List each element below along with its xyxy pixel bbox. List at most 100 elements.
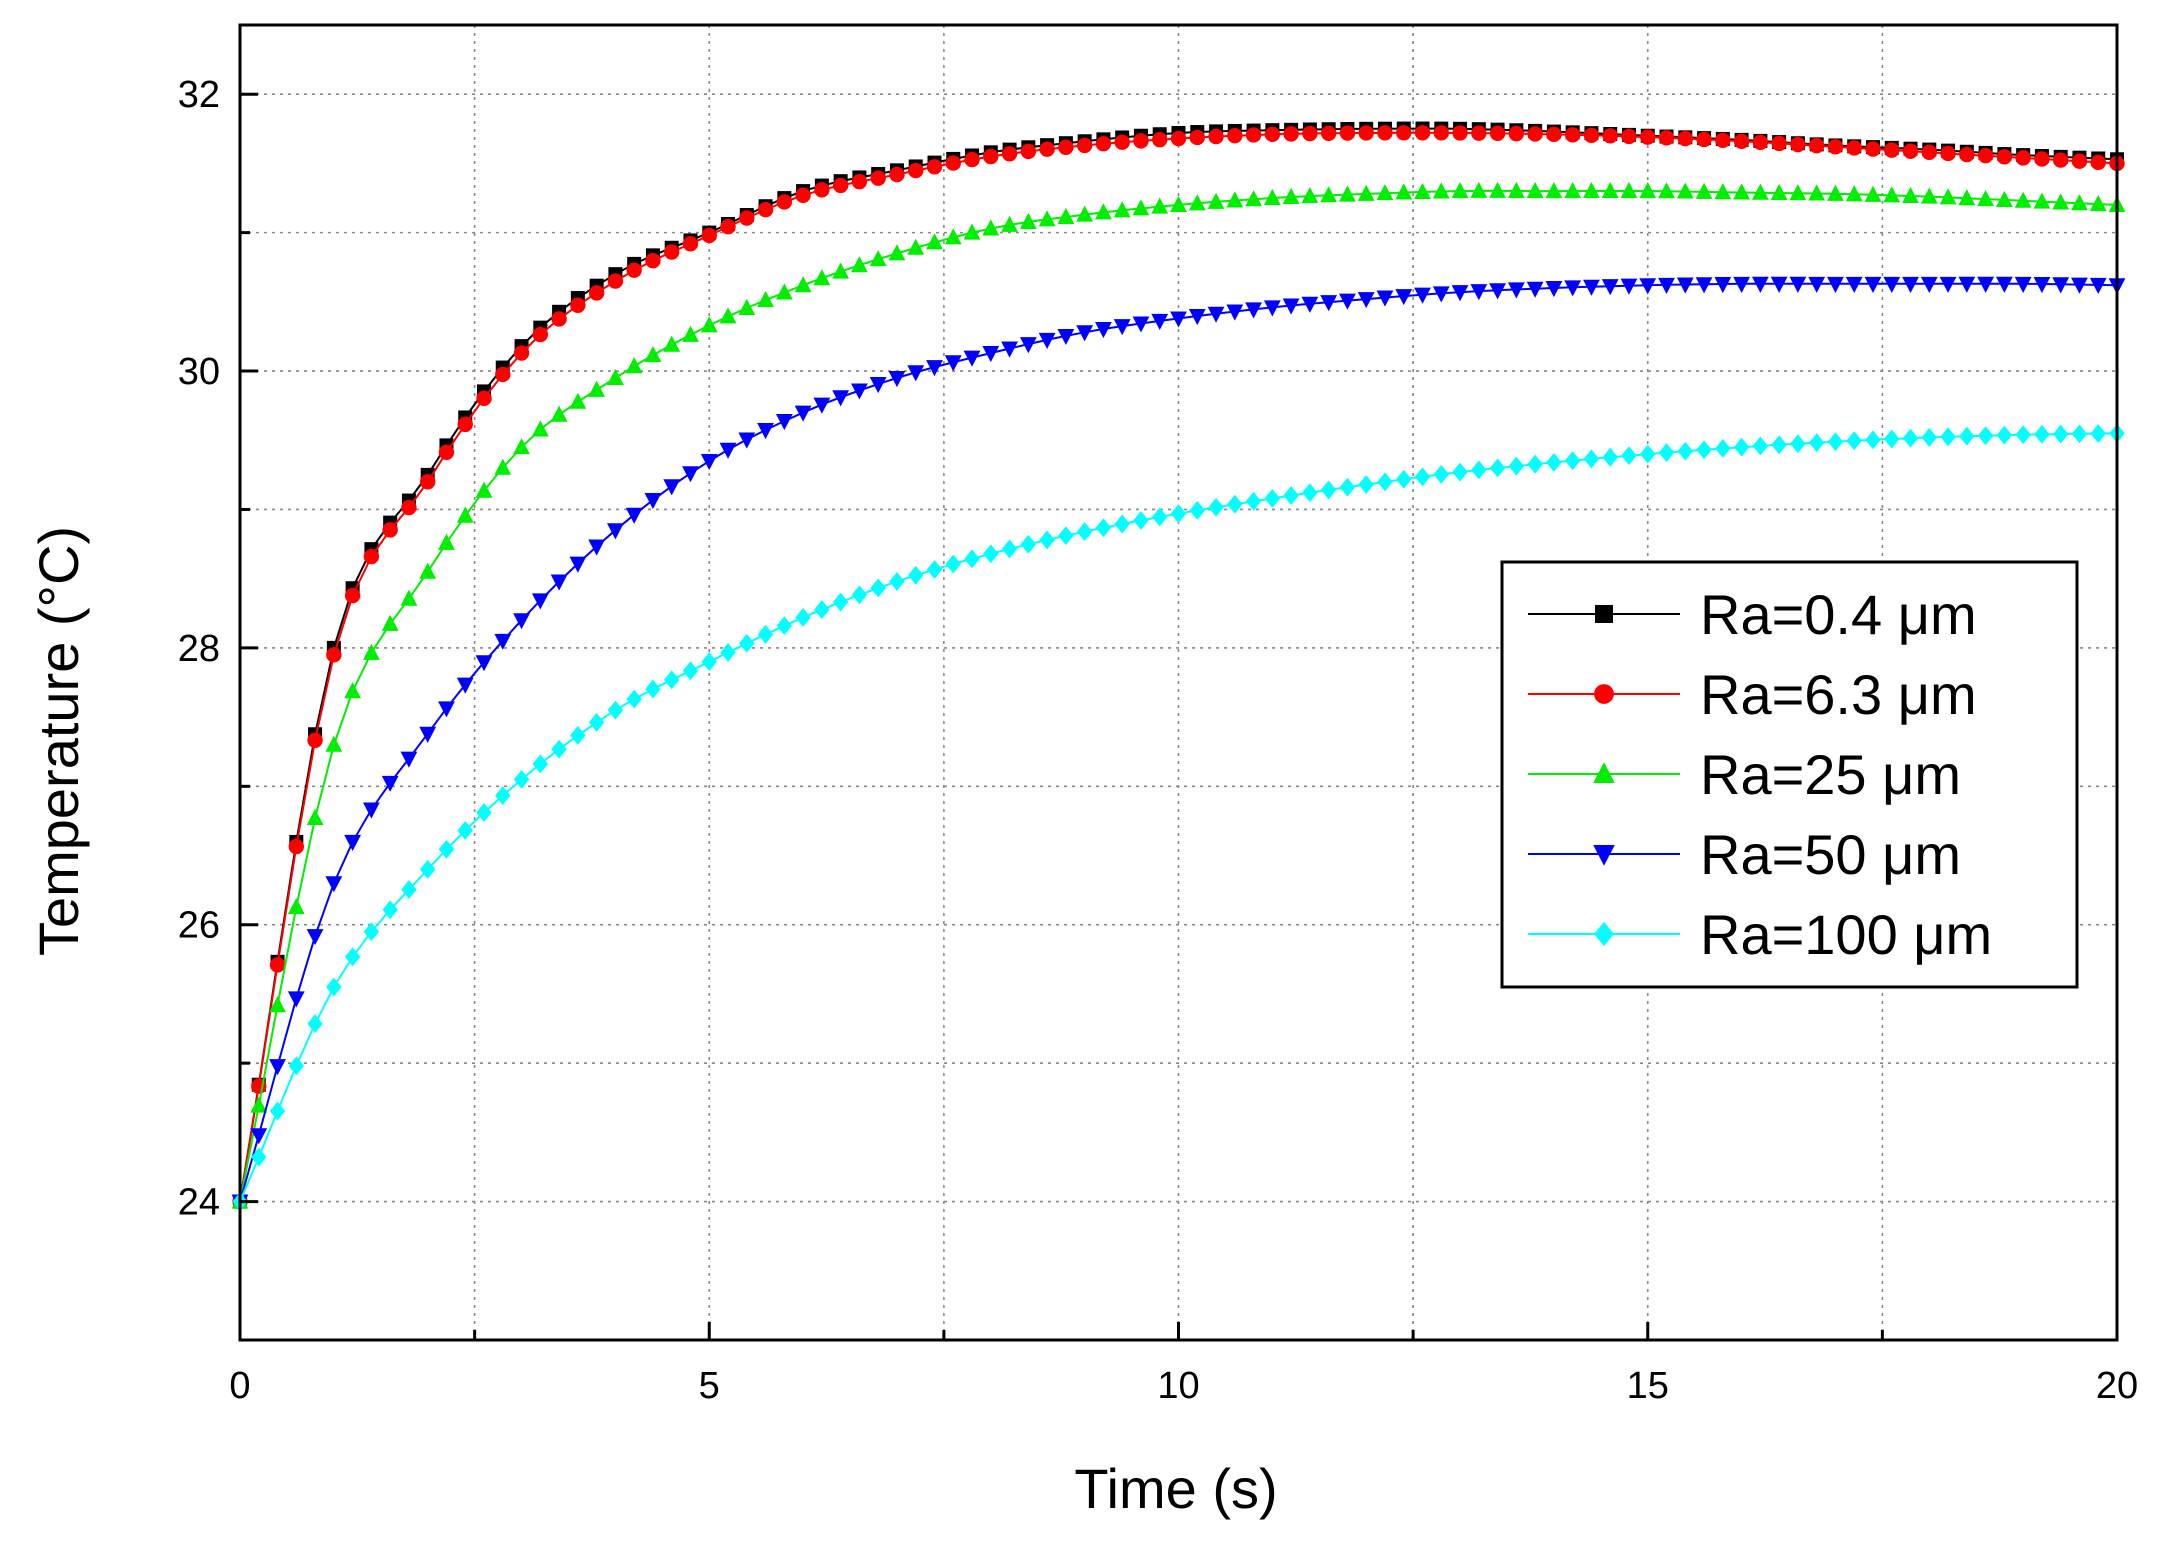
data-point xyxy=(1282,187,1300,204)
data-point xyxy=(1771,135,1787,152)
data-point xyxy=(700,316,718,333)
data-point xyxy=(907,365,925,382)
data-point xyxy=(682,325,699,342)
data-point xyxy=(2090,424,2106,444)
data-point xyxy=(1507,181,1525,198)
data-point xyxy=(776,194,793,210)
data-point xyxy=(1620,181,1638,199)
data-point xyxy=(907,238,925,255)
data-point xyxy=(419,726,437,743)
data-point xyxy=(1752,134,1769,150)
data-point xyxy=(1376,290,1394,307)
data-point xyxy=(1714,183,1732,200)
data-point xyxy=(1001,539,1018,559)
data-point xyxy=(1827,432,1844,452)
data-point xyxy=(1357,184,1375,201)
data-point xyxy=(1057,207,1075,224)
data-point xyxy=(851,256,868,273)
data-point xyxy=(888,244,906,261)
data-point xyxy=(1451,182,1469,199)
data-point xyxy=(344,682,362,699)
data-point xyxy=(964,549,980,569)
data-point xyxy=(1583,127,1600,143)
data-point xyxy=(1019,337,1037,354)
data-point xyxy=(1827,139,1844,155)
data-point xyxy=(700,454,718,471)
data-point xyxy=(757,201,774,218)
data-point xyxy=(588,380,606,397)
data-point xyxy=(2015,150,2031,166)
data-point xyxy=(2052,277,2070,294)
data-point xyxy=(1376,184,1394,201)
data-point xyxy=(889,572,905,591)
data-point xyxy=(1884,142,1900,158)
data-point xyxy=(1057,328,1075,346)
data-point xyxy=(1508,456,1525,476)
data-point xyxy=(794,276,812,293)
data-point xyxy=(1920,187,1938,204)
data-point xyxy=(1151,313,1169,331)
data-point xyxy=(288,1056,305,1076)
data-point xyxy=(1020,534,1037,554)
data-point xyxy=(1076,325,1094,342)
data-point xyxy=(438,839,455,859)
data-point xyxy=(851,383,868,400)
data-point xyxy=(1639,278,1657,295)
data-point xyxy=(494,458,512,475)
data-point xyxy=(1902,186,1919,203)
x-tick-label: 10 xyxy=(1157,1365,1199,1407)
data-point xyxy=(926,159,943,175)
data-point xyxy=(1751,276,1769,293)
data-point xyxy=(307,1014,323,1034)
data-point xyxy=(1846,140,1862,156)
data-point xyxy=(1546,452,1562,472)
data-point xyxy=(420,474,436,490)
data-point xyxy=(1808,184,1826,201)
data-point xyxy=(720,643,736,662)
data-point xyxy=(1640,444,1656,464)
data-point xyxy=(1526,181,1544,199)
data-point xyxy=(1396,469,1412,489)
data-point xyxy=(2071,194,2088,211)
data-point xyxy=(739,633,755,653)
data-point xyxy=(1076,205,1094,222)
data-point xyxy=(757,290,774,308)
data-point xyxy=(1207,306,1225,323)
data-point xyxy=(1339,293,1356,310)
data-point xyxy=(1245,190,1262,207)
data-point xyxy=(1489,181,1506,198)
data-point xyxy=(645,679,661,699)
data-point xyxy=(1227,494,1243,514)
data-point xyxy=(1283,486,1299,505)
data-point xyxy=(1396,125,1412,141)
data-point xyxy=(944,355,962,372)
data-point xyxy=(325,876,343,893)
data-point xyxy=(1095,203,1112,220)
data-point xyxy=(775,283,793,300)
data-point xyxy=(1714,277,1732,294)
data-point xyxy=(495,786,511,806)
data-point xyxy=(326,647,342,663)
data-point xyxy=(1432,182,1450,199)
data-point xyxy=(381,614,399,631)
data-point xyxy=(607,523,624,540)
axis-ticks: 0 5 10 15 20 24 26 28 30 32 xyxy=(178,74,2138,1407)
data-point xyxy=(663,335,681,352)
data-point xyxy=(1564,280,1582,297)
data-point xyxy=(1152,507,1168,527)
data-point xyxy=(2052,193,2070,210)
data-point xyxy=(1301,186,1319,204)
data-point xyxy=(1564,127,1581,143)
legend-marker xyxy=(1595,605,1613,623)
data-point xyxy=(1170,504,1187,524)
data-point xyxy=(1677,441,1693,461)
data-point xyxy=(1058,139,1074,155)
data-point xyxy=(1827,184,1844,201)
data-point xyxy=(1583,181,1600,199)
data-point xyxy=(1433,464,1449,484)
data-point xyxy=(1339,185,1356,202)
data-point xyxy=(1414,287,1431,304)
data-point xyxy=(307,732,323,748)
data-point xyxy=(251,1147,267,1167)
data-point xyxy=(2034,151,2050,167)
